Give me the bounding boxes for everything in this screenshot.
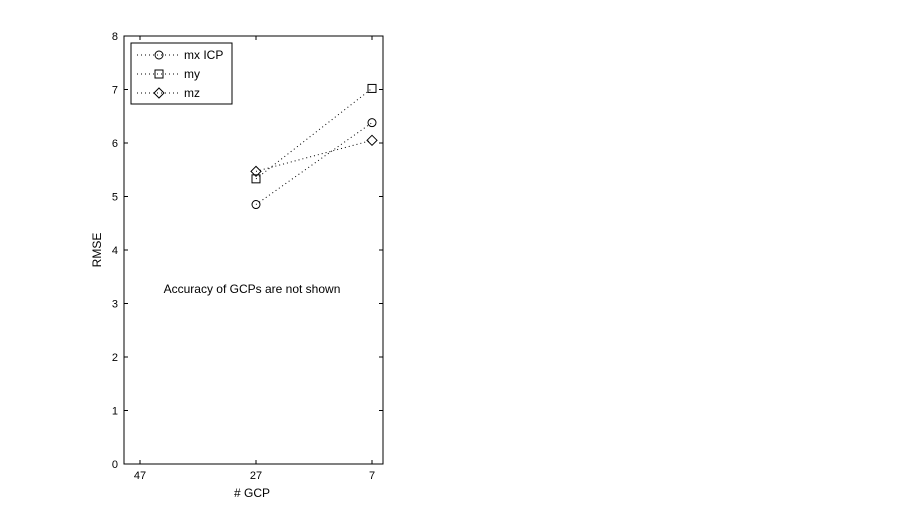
data-point-circle: [367, 118, 377, 128]
series-line: [255, 139, 373, 172]
data-point-circle: [251, 200, 261, 210]
legend-label: mz: [184, 86, 200, 100]
y-tick-label: 4: [112, 245, 118, 257]
y-tick-label: 8: [112, 31, 118, 43]
legend-label: mx ICP: [184, 48, 223, 62]
data-point-square: [251, 174, 261, 184]
data-point-diamond: [153, 87, 165, 99]
y-tick-label: 1: [112, 406, 118, 418]
y-tick-label: 5: [112, 192, 118, 204]
data-point-circle: [154, 50, 164, 60]
x-tick-label: 7: [369, 470, 375, 482]
y-tick-label: 2: [112, 352, 118, 364]
y-tick-label: 0: [112, 459, 118, 471]
data-point-square: [154, 69, 164, 79]
y-tick-label: 7: [112, 85, 118, 97]
series-line: [255, 88, 373, 180]
legend-label: my: [184, 67, 200, 81]
y-tick-label: 6: [112, 138, 118, 150]
legend: mx ICP my mz: [130, 42, 233, 105]
y-axis: 0 1 2 3 4 5 6 7 8: [112, 31, 383, 471]
data-point-diamond: [366, 134, 378, 147]
x-tick-label: 47: [134, 470, 146, 482]
x-axis-label: # GCP: [234, 486, 270, 500]
series-line: [255, 122, 373, 205]
y-axis-label: RMSE: [90, 233, 104, 268]
x-axis: 47 27 7: [134, 36, 375, 482]
legend-box: [130, 42, 233, 105]
x-tick-label: 27: [250, 470, 262, 482]
series-layer: [250, 83, 378, 210]
y-tick-label: 3: [112, 299, 118, 311]
chart-annotation: Accuracy of GCPs are not shown: [164, 282, 341, 296]
data-point-square: [367, 83, 377, 93]
data-point-diamond: [250, 165, 262, 178]
